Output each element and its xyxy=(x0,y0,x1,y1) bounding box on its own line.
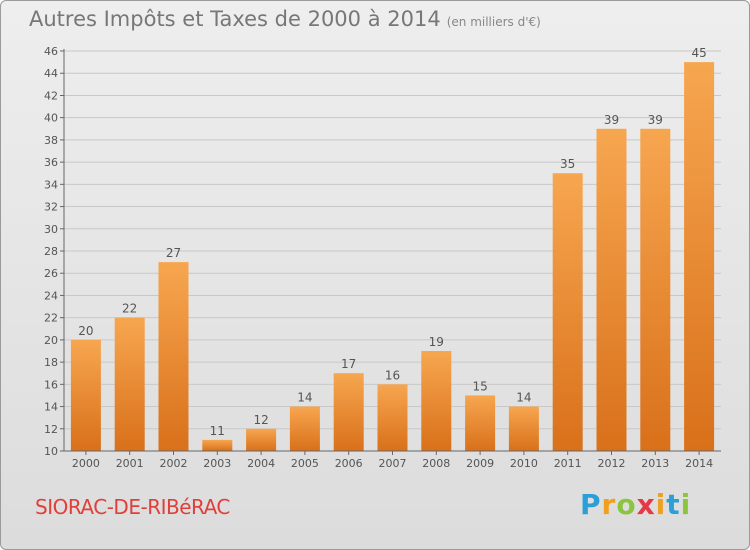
x-tick-label: 2008 xyxy=(422,457,450,470)
data-label: 14 xyxy=(516,391,531,405)
x-tick-label: 2012 xyxy=(598,457,626,470)
bar xyxy=(640,128,671,451)
chart-subtitle: (en milliers d'€) xyxy=(446,15,541,29)
y-tick-label: 10 xyxy=(44,445,58,458)
x-tick-label: 2007 xyxy=(379,457,407,470)
x-tick-label: 2014 xyxy=(685,457,713,470)
logo-letter: t xyxy=(666,488,681,521)
data-label: 27 xyxy=(166,246,181,260)
y-tick-label: 38 xyxy=(44,134,58,147)
x-tick-label: 2001 xyxy=(116,457,144,470)
y-tick-label: 18 xyxy=(44,356,58,369)
y-tick-label: 12 xyxy=(44,423,58,436)
chart-title: Autres Impôts et Taxes de 2000 à 2014 (en… xyxy=(29,7,541,31)
logo-letter: i xyxy=(680,488,692,521)
bars xyxy=(70,62,715,451)
bar xyxy=(465,395,496,451)
axes: 10 12 14 16 18 20 22 24 26 28 30 32 34 36 38 40 42 44 46 20… xyxy=(44,45,721,470)
data-label: 39 xyxy=(604,113,619,127)
bar xyxy=(684,62,715,451)
data-label: 16 xyxy=(385,368,400,382)
data-label: 22 xyxy=(122,302,137,316)
data-label: 39 xyxy=(648,113,663,127)
x-tick-label: 2011 xyxy=(554,457,582,470)
data-label: 11 xyxy=(210,424,225,438)
data-labels: 20 22 27 11 12 14 17 16 19 15 14 35 39 39 45 xyxy=(78,46,706,438)
y-tick-label: 14 xyxy=(44,401,58,414)
y-tick-label: 28 xyxy=(44,245,58,258)
y-tick-label: 36 xyxy=(44,156,58,169)
data-label: 35 xyxy=(560,157,575,171)
data-label: 14 xyxy=(297,391,312,405)
data-label: 12 xyxy=(253,413,268,427)
chart-title-text: Autres Impôts et Taxes de 2000 à 2014 xyxy=(29,7,441,31)
y-tick-label: 30 xyxy=(44,223,58,236)
bar xyxy=(552,173,583,451)
y-tick-label: 44 xyxy=(44,67,58,80)
x-tick-label: 2010 xyxy=(510,457,538,470)
proxiti-logo: Proxiti xyxy=(580,488,691,521)
bar xyxy=(289,406,320,451)
data-label: 17 xyxy=(341,357,356,371)
x-tick-label: 2006 xyxy=(335,457,363,470)
y-tick-label: 16 xyxy=(44,378,58,391)
y-tick-label: 46 xyxy=(44,45,58,58)
commune-name: SIORAC-DE-RIBéRAC xyxy=(35,495,230,519)
y-tick-label: 40 xyxy=(44,112,58,125)
bar xyxy=(202,439,233,451)
x-tick-label: 2003 xyxy=(203,457,231,470)
x-tick-label: 2004 xyxy=(247,457,275,470)
data-label: 19 xyxy=(429,335,444,349)
logo-letter: r xyxy=(601,488,617,521)
x-tick-label: 2009 xyxy=(466,457,494,470)
y-tick-label: 42 xyxy=(44,89,58,102)
logo-letter: o xyxy=(616,488,637,521)
bar xyxy=(508,406,539,451)
data-label: 20 xyxy=(78,324,93,338)
data-label: 15 xyxy=(472,379,487,393)
x-tick-label: 2013 xyxy=(641,457,669,470)
y-tick-label: 32 xyxy=(44,201,58,214)
y-tick-label: 34 xyxy=(44,178,58,191)
bar xyxy=(377,384,408,451)
x-tick-label: 2000 xyxy=(72,457,100,470)
logo-letter: P xyxy=(580,488,602,521)
bar xyxy=(333,373,364,451)
y-tick-label: 26 xyxy=(44,267,58,280)
y-tick-label: 22 xyxy=(44,312,58,325)
bar xyxy=(158,262,189,451)
logo-letter: i xyxy=(655,488,667,521)
x-tick-label: 2005 xyxy=(291,457,319,470)
logo-letter: x xyxy=(636,488,656,521)
bar xyxy=(421,351,452,451)
x-tick-label: 2002 xyxy=(160,457,188,470)
y-tick-label: 20 xyxy=(44,334,58,347)
bar xyxy=(70,339,101,451)
bar xyxy=(246,428,277,451)
bar xyxy=(596,128,627,451)
y-tick-label: 24 xyxy=(44,289,58,302)
bar xyxy=(114,317,145,451)
data-label: 45 xyxy=(691,46,706,60)
